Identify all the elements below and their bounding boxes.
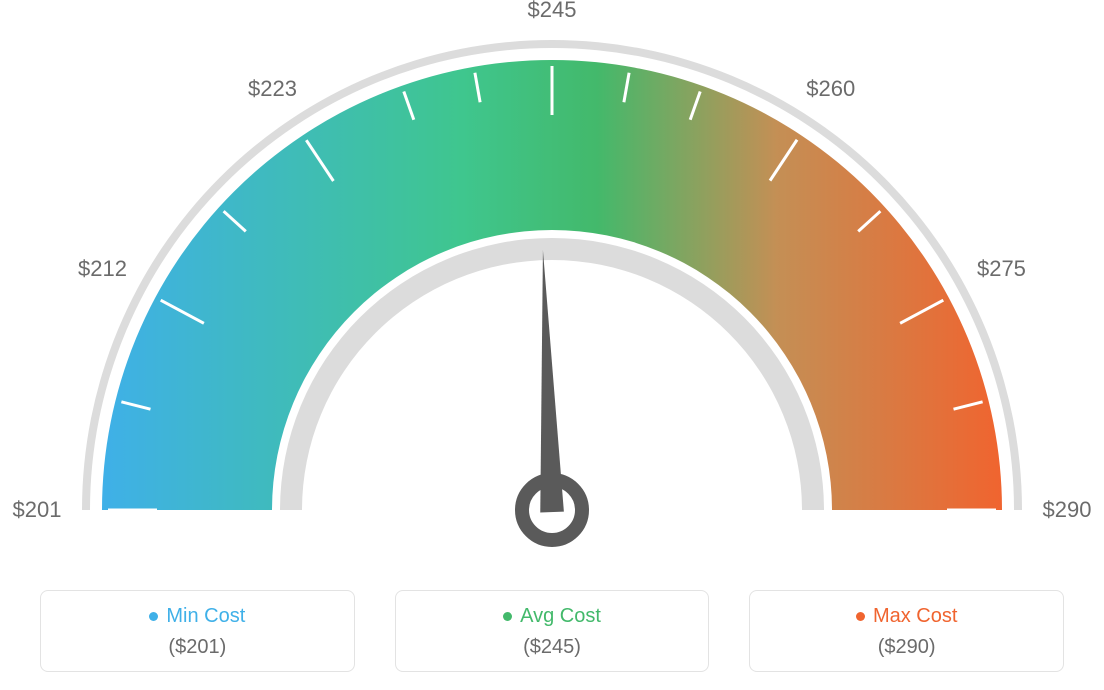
legend-value-max: ($290) xyxy=(760,636,1053,659)
legend-title-min: Min Cost xyxy=(149,605,245,628)
gauge-chart: $201 $212 $223 $245 $260 $275 $290 xyxy=(0,0,1104,560)
gauge-svg xyxy=(0,0,1104,560)
legend-card-min: Min Cost ($201) xyxy=(40,590,355,672)
dot-icon xyxy=(856,612,865,621)
tick-label: $275 xyxy=(977,256,1026,282)
legend-title-max: Max Cost xyxy=(856,605,957,628)
legend-card-max: Max Cost ($290) xyxy=(749,590,1064,672)
legend-row: Min Cost ($201) Avg Cost ($245) Max Cost ($29… xyxy=(0,590,1104,672)
dot-icon xyxy=(503,612,512,621)
tick-label: $223 xyxy=(248,76,297,102)
legend-title-avg: Avg Cost xyxy=(503,605,601,628)
dot-icon xyxy=(149,612,158,621)
tick-label: $201 xyxy=(13,497,62,523)
legend-value-avg: ($245) xyxy=(406,636,699,659)
legend-value-min: ($201) xyxy=(51,636,344,659)
legend-title-text: Avg Cost xyxy=(520,605,601,628)
tick-label: $260 xyxy=(806,76,855,102)
legend-card-avg: Avg Cost ($245) xyxy=(395,590,710,672)
tick-label: $212 xyxy=(78,256,127,282)
legend-title-text: Max Cost xyxy=(873,605,957,628)
tick-label: $290 xyxy=(1043,497,1092,523)
legend-title-text: Min Cost xyxy=(166,605,245,628)
tick-label: $245 xyxy=(528,0,577,23)
